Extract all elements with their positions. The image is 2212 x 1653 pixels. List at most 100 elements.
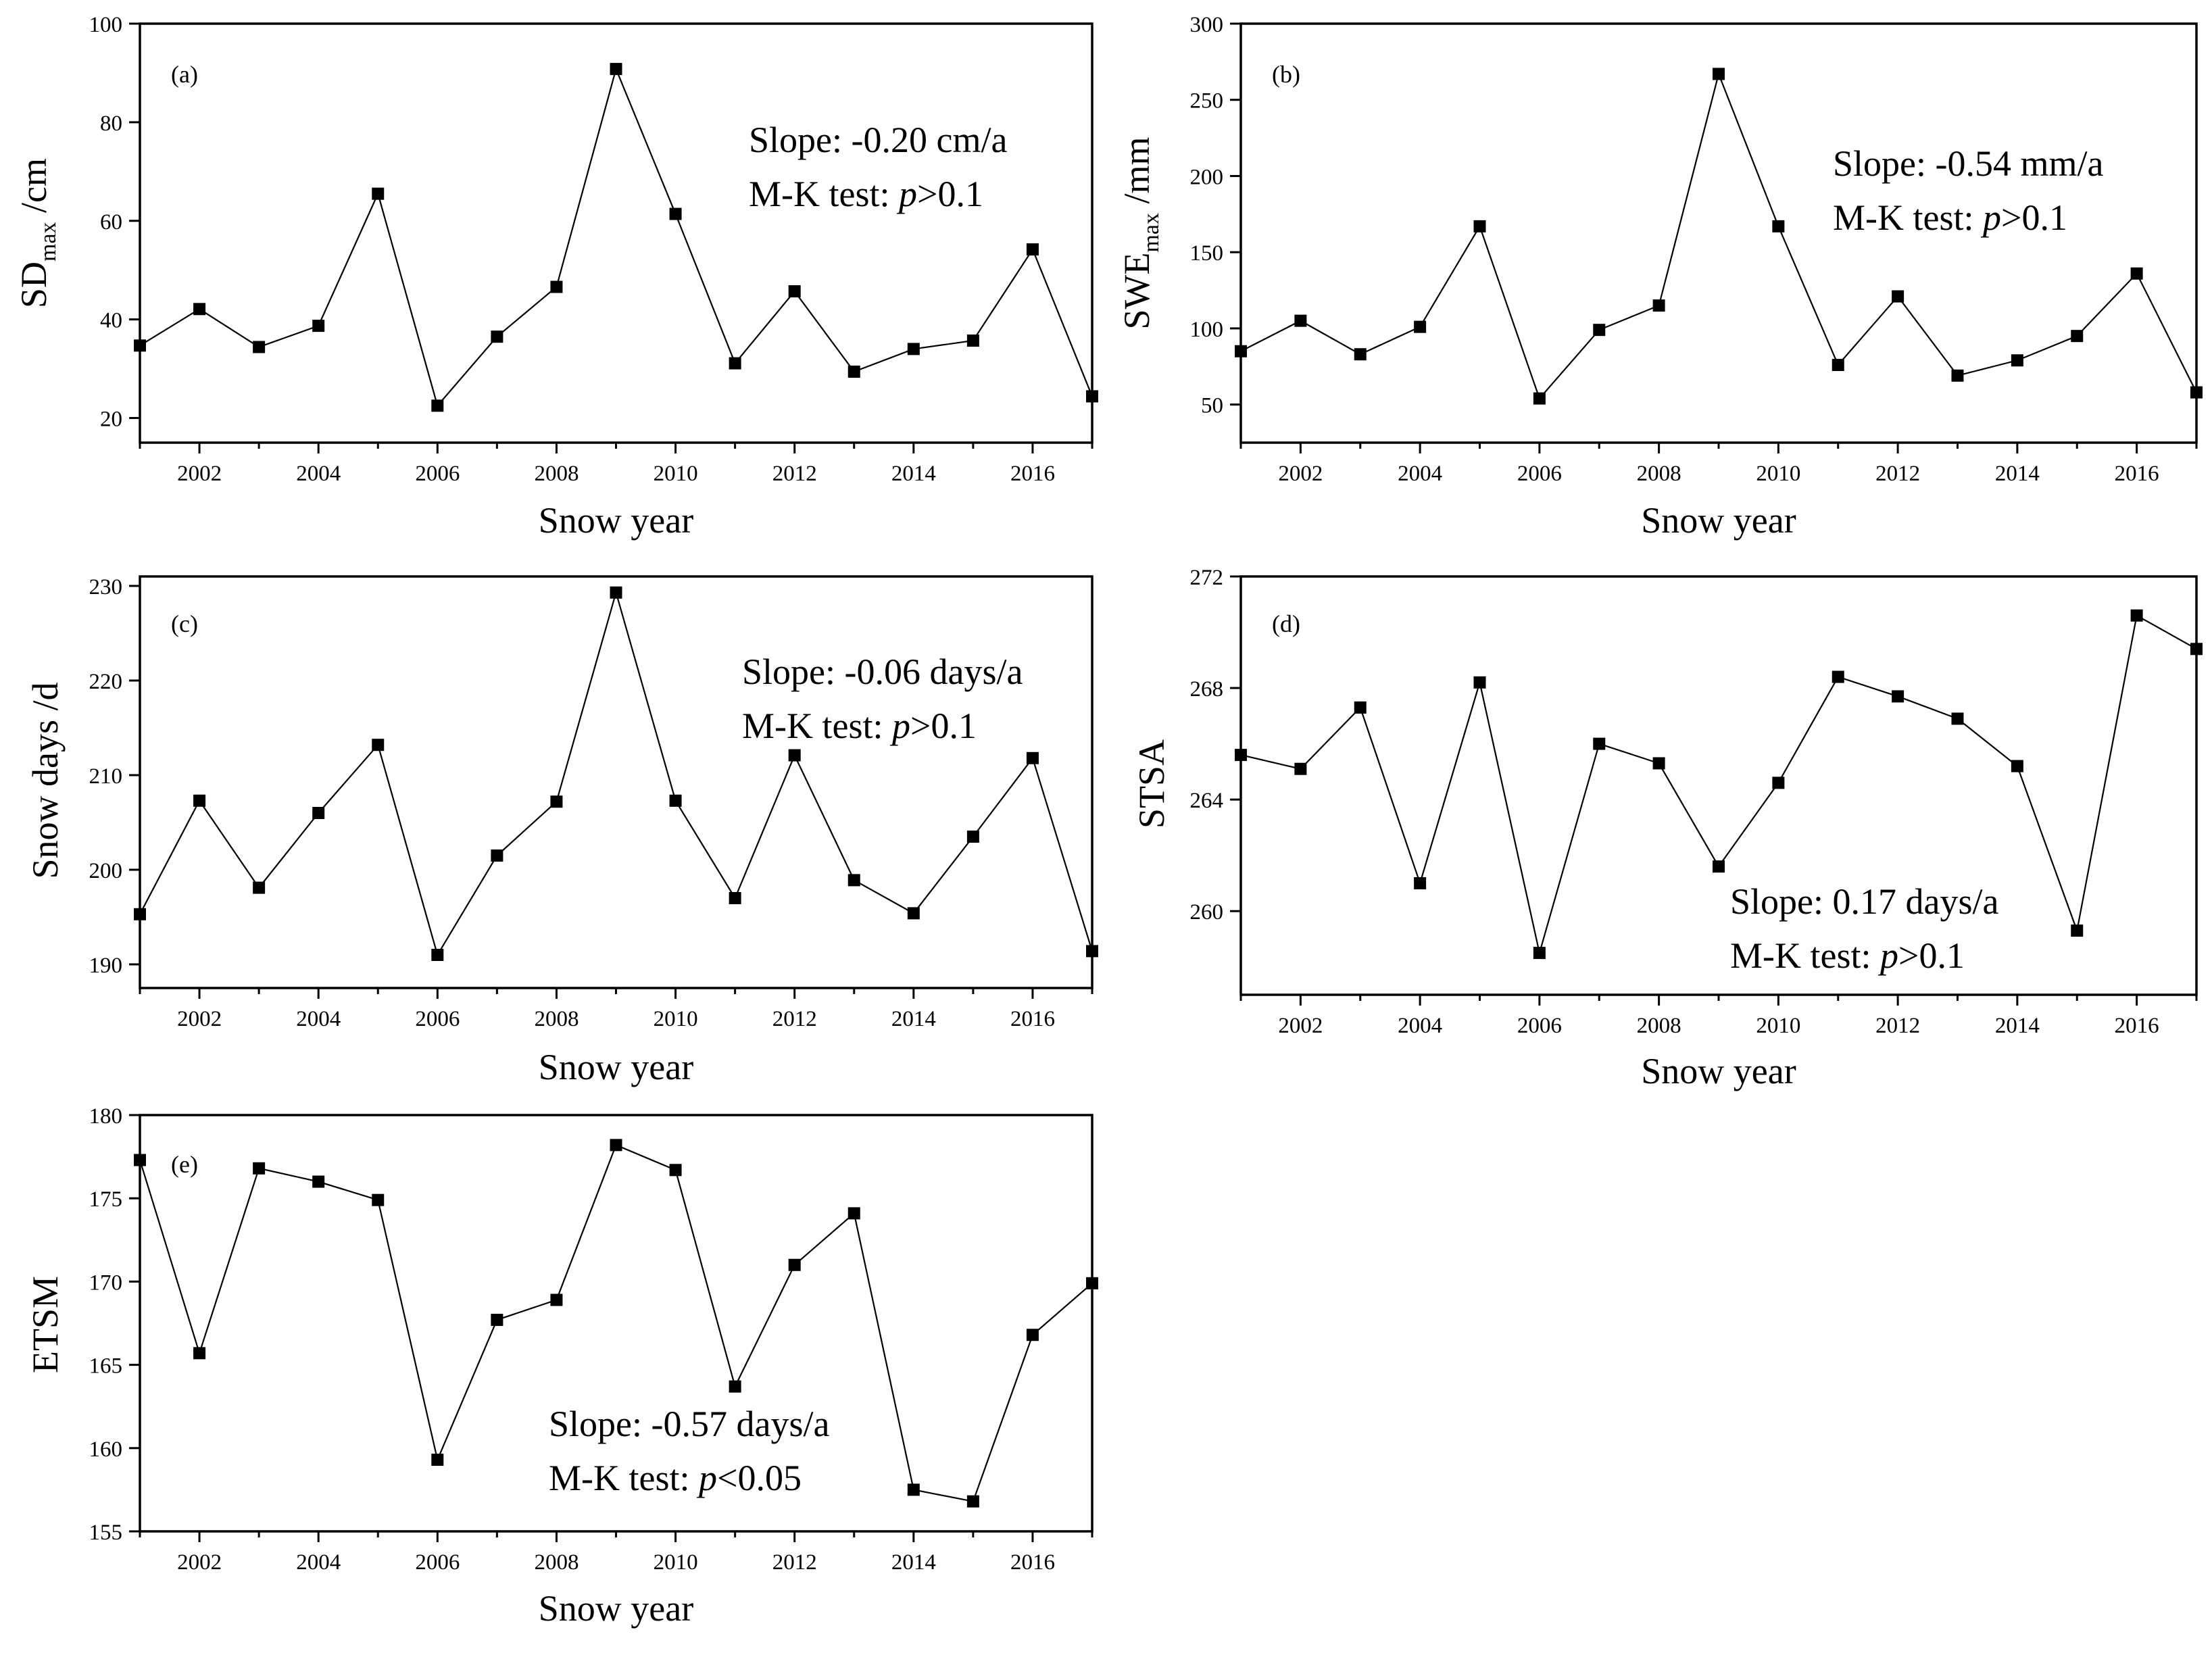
y-tick-label: 160 <box>89 1437 123 1462</box>
data-point <box>1294 762 1307 775</box>
data-point <box>610 586 622 599</box>
y-axis-label: SDmax /cm <box>14 158 61 308</box>
mk-test-condition: >0.1 <box>917 174 983 214</box>
data-point <box>134 1154 146 1166</box>
data-point <box>1235 749 1247 762</box>
x-tick-label: 2012 <box>772 462 817 486</box>
data-point <box>312 1175 325 1188</box>
data-point <box>1713 68 1725 80</box>
data-point <box>669 794 682 807</box>
x-tick-label: 2002 <box>177 1007 222 1031</box>
data-point <box>1772 776 1785 789</box>
data-point <box>1652 757 1665 770</box>
data-point <box>788 1258 801 1271</box>
data-point <box>312 807 325 819</box>
x-tick-label: 2010 <box>654 1550 698 1575</box>
data-point <box>669 207 682 220</box>
data-point <box>372 1193 385 1206</box>
mk-test-p: p <box>896 174 917 214</box>
data-point <box>847 874 860 887</box>
data-point <box>2190 386 2203 399</box>
x-tick-label: 2004 <box>296 1007 341 1031</box>
data-point <box>1235 345 1247 357</box>
y-tick-label: 210 <box>89 764 123 789</box>
data-point <box>2190 643 2203 656</box>
data-point <box>1593 737 1606 750</box>
data-point <box>1354 701 1367 714</box>
panel-label: (c) <box>171 610 198 637</box>
mk-test-annotation: M-K test: p>0.1 <box>1833 197 2067 238</box>
data-point <box>788 285 801 298</box>
data-point <box>1951 369 1964 382</box>
panel-label: (d) <box>1272 610 1300 637</box>
data-point <box>431 1454 444 1466</box>
x-tick-label: 2014 <box>891 1007 936 1031</box>
plot-frame <box>1239 575 2198 996</box>
y-axis-label: STSA <box>1131 739 1172 829</box>
data-point <box>1832 670 1844 683</box>
data-point <box>1026 243 1039 256</box>
y-tick-label: 264 <box>1190 789 1224 813</box>
x-tick-label: 2012 <box>1875 1014 1920 1038</box>
x-tick-label: 2010 <box>654 462 698 486</box>
x-tick-label: 2002 <box>177 1550 222 1575</box>
mk-test-annotation: M-K test: p>0.1 <box>1730 935 1965 976</box>
x-tick-label: 2012 <box>772 1550 817 1575</box>
y-tick-label: 200 <box>89 859 123 883</box>
data-point <box>907 1483 920 1496</box>
data-point <box>491 330 503 343</box>
y-tick-label: 150 <box>1190 241 1224 266</box>
data-point <box>491 1314 503 1327</box>
data-point <box>1294 314 1307 327</box>
slope-annotation: Slope: -0.06 days/a <box>742 651 1023 692</box>
mk-test-p: p <box>696 1458 717 1498</box>
data-point <box>1533 947 1546 960</box>
x-tick-label: 2010 <box>654 1007 698 1031</box>
x-tick-label: 2014 <box>1995 1014 2040 1038</box>
data-point <box>2130 609 2143 622</box>
y-axis-label-unit: /cm <box>14 158 54 222</box>
mk-test-p: p <box>889 706 910 746</box>
panel-label: (b) <box>1272 61 1300 88</box>
y-axis-label-unit: /mm <box>1116 137 1157 213</box>
x-tick-label: 2004 <box>296 462 341 486</box>
x-tick-label: 2012 <box>772 1007 817 1031</box>
data-point <box>907 343 920 355</box>
data-point <box>1772 220 1785 232</box>
y-tick-label: 300 <box>1190 13 1224 37</box>
y-tick-label: 100 <box>89 13 123 37</box>
x-tick-label: 2006 <box>1517 462 1562 486</box>
data-point <box>2071 924 2084 937</box>
x-tick-label: 2002 <box>1278 1014 1323 1038</box>
data-point <box>134 339 146 352</box>
series-line <box>139 589 1093 957</box>
y-tick-label: 260 <box>1190 900 1224 924</box>
y-tick-label: 190 <box>89 954 123 978</box>
data-point <box>1832 359 1844 372</box>
data-point <box>2011 760 2023 772</box>
data-point <box>1593 324 1606 337</box>
x-tick-label: 2016 <box>1010 1007 1055 1031</box>
mk-test-condition: <0.05 <box>717 1458 802 1498</box>
y-tick-label: 230 <box>89 575 123 599</box>
slope-annotation: Slope: -0.20 cm/a <box>749 120 1007 160</box>
panel-b: 50 100 150 200 250 300 2002 2004 2006 2008 2010 201… <box>1116 13 2203 541</box>
data-point <box>1414 320 1427 333</box>
data-point <box>1026 1329 1039 1341</box>
data-point <box>966 1495 979 1508</box>
data-point <box>253 341 266 353</box>
mk-test-condition: >0.1 <box>1898 935 1965 976</box>
y-tick-label: 220 <box>89 670 123 694</box>
y-axis-label: SWEmax /mm <box>1116 137 1164 329</box>
x-tick-label: 2006 <box>415 462 460 486</box>
x-tick-label: 2016 <box>2115 1014 2159 1038</box>
data-point <box>1086 945 1098 958</box>
panel-a: 20 40 60 80 100 2002 2004 2006 2008 2010 2012 2014 2… <box>14 13 1098 541</box>
series-line <box>139 1143 1093 1502</box>
y-tick-label: 20 <box>100 408 122 432</box>
data-point <box>2130 267 2143 280</box>
panel-label: (e) <box>171 1151 198 1178</box>
data-point <box>669 1164 682 1177</box>
data-point <box>1951 712 1964 725</box>
x-tick-label: 2002 <box>177 462 222 486</box>
